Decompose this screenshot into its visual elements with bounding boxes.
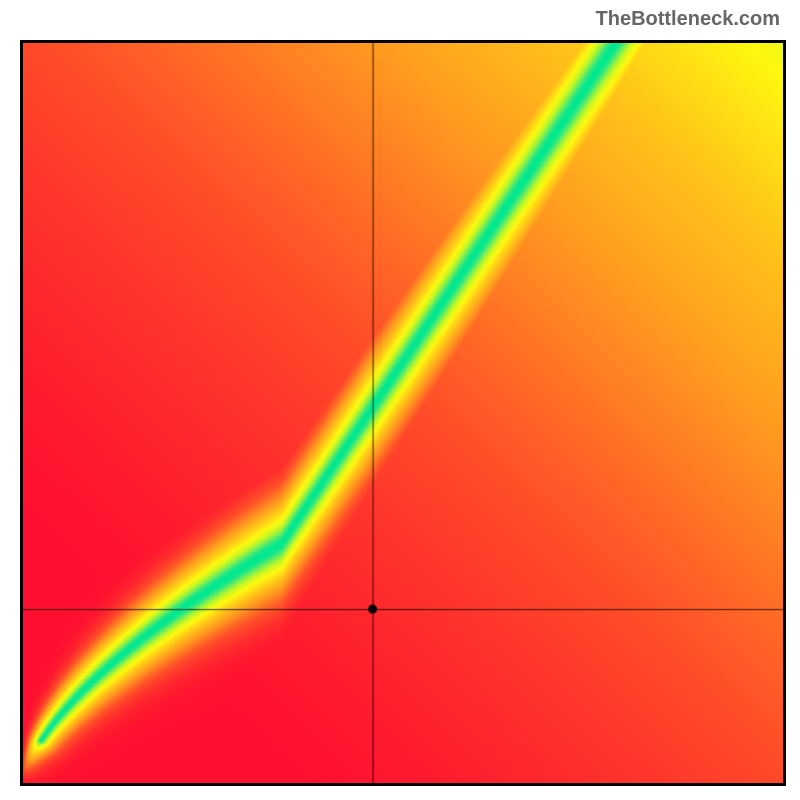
heatmap-canvas (20, 40, 786, 786)
heatmap-chart (20, 40, 780, 780)
watermark-text: TheBottleneck.com (596, 8, 780, 31)
